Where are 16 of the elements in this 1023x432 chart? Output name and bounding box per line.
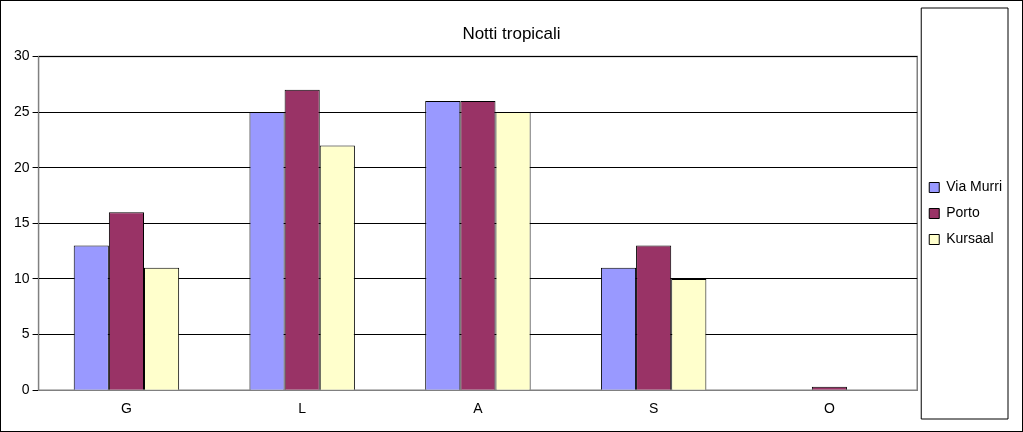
y-tick-label: 20 [13,158,30,175]
y-tick-label: 10 [13,269,30,286]
x-tick-label: O [823,400,835,417]
legend-label: Porto [946,204,980,221]
y-tick-label: 25 [13,102,30,119]
x-tick-label: S [648,400,659,417]
x-tick-label: L [298,400,307,417]
x-tick-label: A [473,400,484,417]
legend-label: Kursaal [946,230,994,247]
y-tick-label: 5 [21,325,30,342]
y-tick-label: 15 [13,214,30,231]
x-tick-label: G [120,400,132,417]
chart-title: Notti tropicali [462,23,561,43]
y-tick-label: 0 [21,381,30,398]
y-tick-label: 30 [13,47,30,64]
legend-label: Via Murri [946,178,1003,195]
